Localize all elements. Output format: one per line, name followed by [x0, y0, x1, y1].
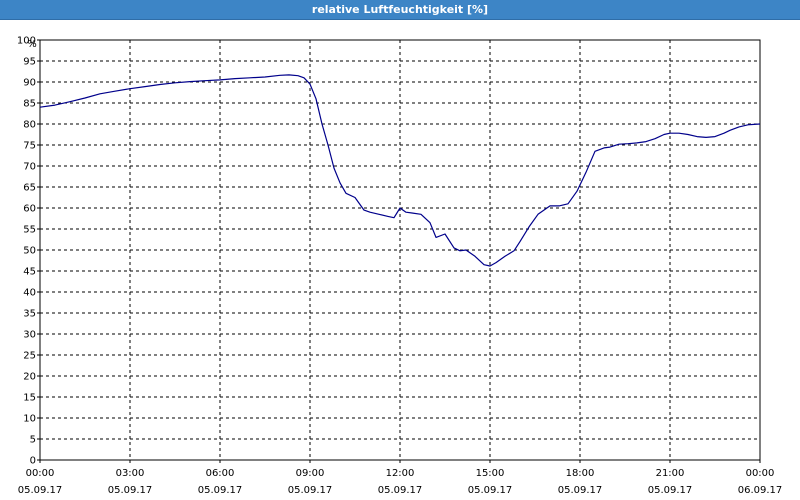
- y-tick-label: 55: [23, 225, 36, 236]
- x-tick-date-label: 05.09.17: [468, 485, 513, 496]
- y-tick-label: 40: [23, 288, 36, 299]
- y-tick-label: 25: [23, 351, 36, 362]
- y-tick-label: 95: [23, 57, 36, 68]
- y-tick-label: 70: [23, 162, 36, 173]
- y-tick-label: 10: [23, 414, 36, 425]
- y-tick-label: 75: [23, 141, 36, 152]
- x-tick-labels: 00:00 05.09.17 03:00 05.09.17 06:00 05.09.17 0…: [18, 468, 783, 496]
- x-tick-date-label: 05.09.17: [558, 485, 603, 496]
- x-tick-date-label: 05.09.17: [18, 485, 63, 496]
- y-tick-label: 60: [23, 204, 36, 215]
- y-tick-label: 35: [23, 309, 36, 320]
- y-tick-label: 90: [23, 78, 36, 89]
- y-tick-label: 30: [23, 330, 36, 341]
- x-tick-time-label: 12:00: [386, 468, 415, 479]
- y-tick-labels: 0 5 10 15 20 25 30 35 40 45 50 55 60 65 70 75 80 85 90 95 10…: [17, 36, 36, 467]
- y-tick-label: 15: [23, 393, 36, 404]
- x-tick-date-label: 06.09.17: [738, 485, 783, 496]
- x-tick-time-label: 18:00: [566, 468, 595, 479]
- y-tick-label: 5: [30, 435, 36, 446]
- x-tick-date-label: 05.09.17: [288, 485, 333, 496]
- y-tick-label: 0: [30, 456, 36, 467]
- y-tick-label: 20: [23, 372, 36, 383]
- y-tick-label: 80: [23, 120, 36, 131]
- humidity-series-line: [39, 74, 761, 267]
- y-tick-label: 85: [23, 99, 36, 110]
- y-tick-label: 45: [23, 267, 36, 278]
- x-tick-date-label: 05.09.17: [108, 485, 153, 496]
- x-tick-date-label: 05.09.17: [648, 485, 693, 496]
- x-tick-time-label: 21:00: [656, 468, 685, 479]
- x-tick-time-label: 00:00: [746, 468, 775, 479]
- axes: [37, 39, 761, 463]
- x-tick-time-label: 03:00: [116, 468, 145, 479]
- x-tick-time-label: 15:00: [476, 468, 505, 479]
- x-tick-time-label: 00:00: [26, 468, 55, 479]
- x-tick-time-label: 09:00: [296, 468, 325, 479]
- y-tick-label: 65: [23, 183, 36, 194]
- x-tick-date-label: 05.09.17: [198, 485, 243, 496]
- y-tick-label: 50: [23, 246, 36, 257]
- x-tick-time-label: 06:00: [206, 468, 235, 479]
- series-lines: [39, 74, 761, 267]
- plot-frame: [39, 39, 761, 461]
- y-tick-label: 100: [17, 36, 36, 47]
- y-axis-unit-label: %: [27, 39, 37, 50]
- x-tick-date-label: 05.09.17: [378, 485, 423, 496]
- grid-lines: [40, 40, 760, 460]
- title-bar: relative Luftfeuchtigkeit [%]: [0, 0, 800, 20]
- window-title: relative Luftfeuchtigkeit [%]: [311, 3, 489, 16]
